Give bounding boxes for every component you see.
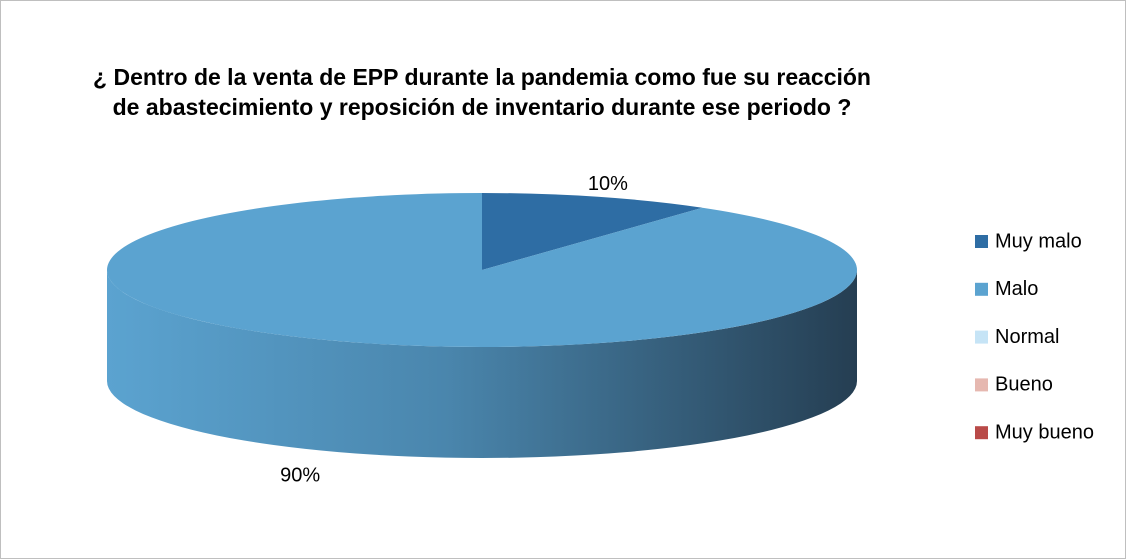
legend-label: Muy bueno [995, 421, 1094, 443]
data-label: 10% [588, 173, 628, 195]
data-label: 90% [280, 465, 320, 487]
slice [482, 193, 703, 270]
legend-label: Malo [995, 278, 1038, 300]
legend-label: Normal [995, 326, 1059, 348]
chart-title: ¿ Dentro de la venta de EPP durante la p… [93, 64, 871, 120]
slice [107, 193, 858, 458]
legend-label: Muy malo [995, 230, 1082, 252]
legend-swatch [975, 330, 988, 344]
slice-top [482, 193, 703, 270]
slice-side [107, 270, 857, 458]
legend-swatch [975, 235, 988, 248]
legend-swatch [975, 426, 988, 440]
legend-swatch [975, 378, 988, 392]
slice-top [107, 193, 858, 347]
legend-swatch [975, 282, 988, 296]
legend-label: Bueno [995, 374, 1053, 396]
